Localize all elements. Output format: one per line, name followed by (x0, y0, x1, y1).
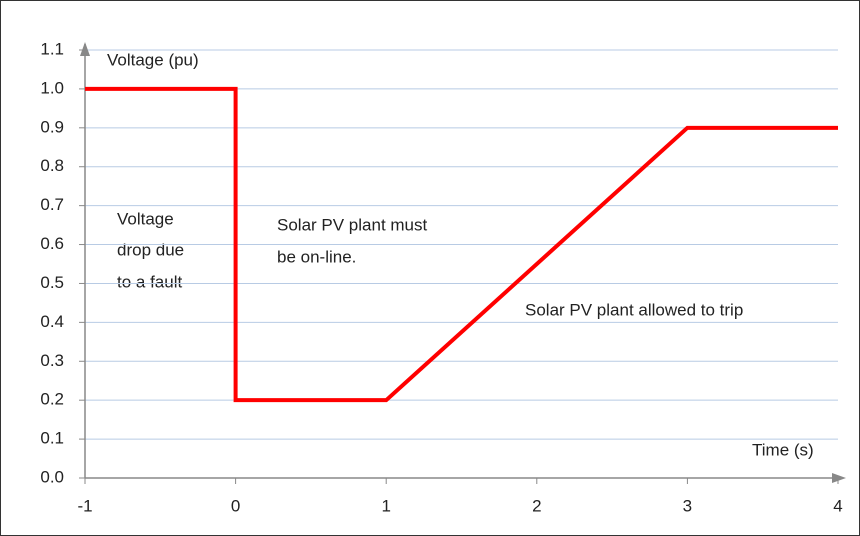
annotation: Solar PV plant allowed to trip (525, 300, 743, 319)
annotation: Voltage (117, 209, 174, 228)
x-tick-label: 2 (532, 496, 541, 515)
x-tick-label: 4 (833, 496, 842, 515)
y-axis-arrow (80, 42, 90, 56)
annotation: drop due (117, 240, 184, 259)
y-tick-label: 0.9 (40, 117, 64, 136)
y-tick-label: 0.6 (40, 234, 64, 253)
y-tick-label: 0.7 (40, 195, 64, 214)
y-axis-label: Voltage (pu) (107, 50, 199, 69)
x-tick-label: 3 (683, 496, 692, 515)
x-axis-arrow (832, 473, 846, 483)
y-tick-label: 0.4 (40, 312, 64, 331)
y-tick-label: 0.2 (40, 390, 64, 409)
annotation: to a fault (117, 272, 182, 291)
y-tick-label: 0.1 (40, 429, 64, 448)
x-axis-label: Time (s) (752, 440, 814, 459)
y-tick-label: 0.5 (40, 273, 64, 292)
y-tick-label: 0.8 (40, 156, 64, 175)
annotation: Solar PV plant must (277, 215, 428, 234)
y-tick-label: 0.0 (40, 467, 64, 486)
line (85, 86, 838, 403)
x-tick-label: -1 (77, 496, 92, 515)
annotation: be on-line. (277, 247, 356, 266)
x-tick-label: 1 (381, 496, 390, 515)
y-tick-label: 1.1 (40, 39, 64, 58)
x-tick-label: 0 (231, 496, 240, 515)
y-tick-label: 1.0 (40, 78, 64, 97)
y-tick-label: 0.3 (40, 351, 64, 370)
